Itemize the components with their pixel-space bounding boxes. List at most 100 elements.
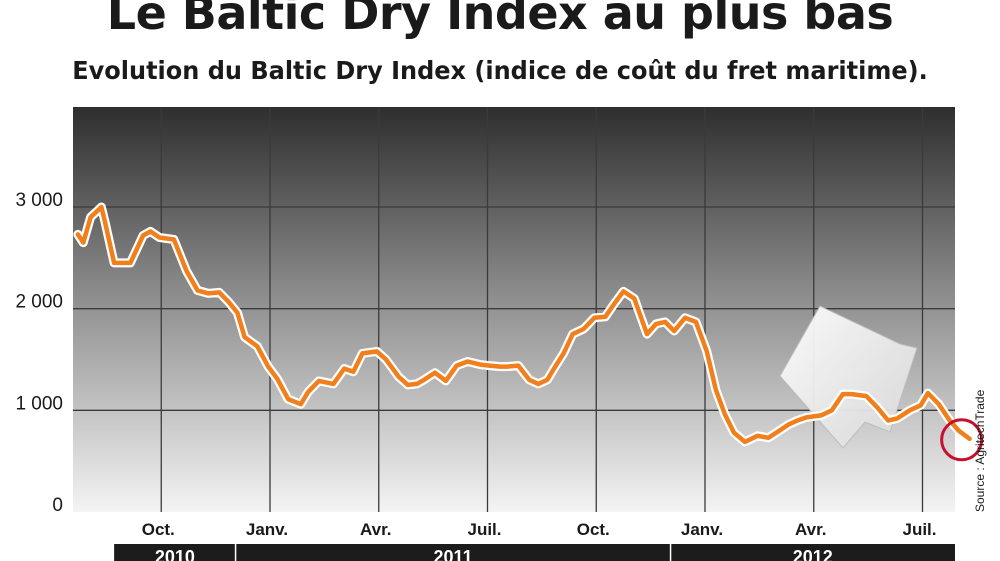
data-point-0-74 — [820, 414, 822, 417]
data-point-0-46 — [537, 383, 540, 385]
data-point-0-0 — [77, 233, 79, 236]
data-point-0-13 — [196, 289, 199, 292]
data-point-0-19 — [256, 345, 259, 348]
data-point-0-2 — [89, 216, 92, 218]
data-point-0-32 — [397, 375, 400, 378]
data-point-0-29 — [361, 352, 364, 355]
data-point-0-25 — [318, 380, 320, 382]
data-point-0-84 — [927, 392, 929, 394]
data-point-0-72 — [796, 419, 799, 422]
last-value-highlight-circle — [940, 418, 984, 462]
data-point-0-12 — [185, 270, 188, 272]
data-point-0-71 — [787, 423, 790, 426]
x-tick-label-6: Avr. — [795, 520, 827, 539]
chart-subtitle: Evolution du Baltic Dry Index (indice de… — [72, 56, 928, 85]
data-point-0-81 — [896, 417, 898, 420]
data-point-0-77 — [851, 393, 853, 395]
data-point-0-68 — [756, 434, 759, 437]
data-point-0-8 — [142, 234, 144, 237]
series-layer — [73, 202, 975, 447]
y-tick-label-2: 2 000 — [15, 292, 63, 313]
data-point-0-57 — [646, 333, 648, 335]
data-point-0-14 — [207, 292, 210, 295]
data-point-0-28 — [352, 370, 355, 373]
x-tick-label-3: Juil. — [467, 520, 501, 539]
year-label-2010: 2010 — [155, 547, 195, 561]
data-point-0-69 — [767, 436, 770, 439]
data-point-0-15 — [218, 291, 221, 294]
data-point-0-53 — [604, 316, 607, 318]
data-point-0-44 — [517, 364, 520, 367]
year-band-2011 — [235, 544, 671, 561]
data-point-0-64 — [715, 389, 717, 391]
data-point-0-83 — [919, 404, 922, 407]
source-credit: Source : AgritechTrade — [973, 389, 987, 512]
data-point-0-24 — [307, 391, 309, 393]
data-point-0-85 — [938, 403, 940, 406]
data-point-0-40 — [479, 363, 482, 366]
data-point-0-39 — [466, 360, 469, 363]
data-point-0-76 — [841, 393, 844, 395]
data-point-0-9 — [149, 230, 152, 233]
data-point-0-70 — [778, 429, 781, 432]
data-point-0-78 — [865, 395, 868, 397]
data-point-0-35 — [423, 379, 425, 381]
x-tick-label-7: Juil. — [902, 520, 936, 539]
highlight-layer — [940, 418, 984, 462]
data-point-0-1 — [82, 241, 85, 244]
x-tick-label-2: Avr. — [360, 520, 392, 539]
data-point-0-16 — [227, 300, 230, 303]
data-point-0-88 — [968, 438, 971, 440]
data-point-0-21 — [276, 378, 279, 380]
data-point-0-52 — [593, 317, 596, 319]
x-tick-label-0: Oct. — [142, 520, 175, 539]
data-point-0-55 — [622, 290, 625, 293]
data-point-0-23 — [300, 403, 302, 406]
y-tick-label-3: 3 000 — [15, 190, 63, 211]
data-point-0-58 — [655, 323, 657, 325]
year-band-2010 — [114, 544, 236, 561]
x-tick-label-1: Janv. — [246, 520, 288, 539]
data-point-0-30 — [376, 350, 378, 353]
data-point-0-80 — [887, 419, 889, 422]
data-point-0-86 — [948, 419, 951, 422]
data-point-0-75 — [831, 409, 833, 412]
x-tick-label-4: Oct. — [577, 520, 610, 539]
data-point-0-7 — [129, 262, 132, 264]
data-point-0-37 — [445, 380, 447, 382]
x-axis: Oct. Janv. Avr. Juil. Oct. Janv. Avr. Juil. — [142, 520, 937, 539]
year-band-2012 — [670, 544, 955, 561]
data-point-0-87 — [957, 429, 960, 432]
data-point-0-36 — [434, 371, 436, 374]
data-point-0-38 — [455, 364, 458, 367]
data-point-0-79 — [876, 406, 878, 409]
data-point-0-34 — [416, 383, 418, 385]
data-point-0-17 — [236, 311, 239, 314]
data-point-0-18 — [243, 336, 246, 338]
data-point-0-27 — [343, 367, 346, 370]
data-point-0-62 — [695, 321, 697, 323]
data-point-0-51 — [582, 328, 585, 330]
data-point-0-5 — [104, 221, 106, 224]
data-point-0-48 — [553, 366, 556, 369]
chart-title: Le Baltic Dry Index au plus bas — [106, 0, 894, 40]
data-point-0-20 — [267, 365, 269, 368]
data-point-0-56 — [633, 297, 636, 300]
data-point-0-43 — [506, 365, 509, 368]
data-point-0-11 — [173, 238, 175, 241]
data-point-0-47 — [546, 379, 549, 381]
data-point-0-31 — [385, 358, 387, 361]
plot-background — [73, 107, 955, 512]
year-bar: 2010 2011 2012 — [114, 544, 955, 561]
data-point-0-66 — [733, 431, 735, 434]
data-point-0-42 — [499, 365, 501, 368]
data-point-0-26 — [332, 383, 335, 385]
y-tick-label-0: 0 — [52, 495, 63, 516]
year-label-2011: 2011 — [434, 547, 473, 561]
data-point-0-6 — [113, 262, 115, 264]
data-point-0-82 — [909, 409, 911, 412]
data-point-0-22 — [287, 398, 289, 400]
data-point-0-49 — [562, 352, 565, 355]
grid-lines — [73, 107, 955, 512]
